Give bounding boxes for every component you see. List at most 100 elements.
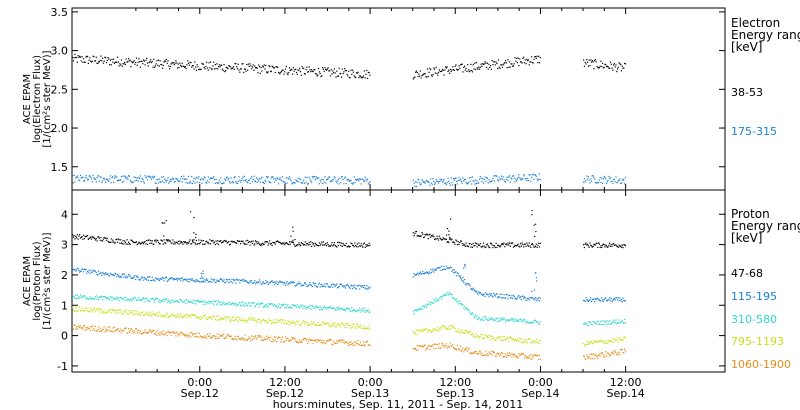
data-point [163, 315, 165, 318]
data-point [599, 340, 601, 343]
data-point [90, 236, 92, 238]
data-point [126, 61, 128, 63]
data-point [325, 322, 328, 324]
data-point [251, 302, 253, 304]
data-point [150, 177, 152, 179]
data-point [75, 237, 78, 239]
data-point [291, 320, 293, 322]
data-point [519, 337, 521, 339]
data-point [95, 238, 97, 240]
data-point [591, 299, 593, 301]
data-point [332, 286, 334, 288]
data-point [88, 59, 90, 61]
data-point [618, 62, 620, 64]
data-point [273, 336, 276, 338]
data-point [435, 66, 437, 68]
data-point [137, 243, 139, 245]
data-point [444, 238, 446, 240]
data-point [502, 243, 504, 246]
data-point [232, 282, 234, 284]
data-point [507, 298, 509, 300]
data-point [186, 334, 188, 336]
data-point [230, 335, 232, 337]
data-point [623, 336, 625, 338]
data-point [603, 66, 605, 69]
data-point [325, 69, 328, 71]
data-point [156, 278, 158, 280]
data-point [258, 178, 261, 180]
data-point [586, 58, 588, 61]
data-point [84, 268, 86, 270]
data-point [195, 280, 198, 283]
data-point [530, 56, 533, 58]
data-point [621, 348, 623, 350]
data-point [180, 315, 183, 317]
data-point [516, 320, 518, 322]
data-point [102, 311, 104, 313]
data-point [596, 65, 598, 68]
data-point [179, 180, 181, 182]
data-point [361, 245, 363, 247]
data-point [154, 175, 156, 177]
data-point [254, 180, 256, 182]
data-point [344, 326, 346, 329]
data-point [426, 328, 428, 330]
data-point [90, 178, 93, 180]
data-point [228, 301, 231, 304]
data-point [532, 322, 534, 324]
data-point [519, 58, 521, 60]
data-point [182, 65, 184, 67]
data-point [587, 357, 589, 359]
data-point [322, 285, 324, 287]
data-point [369, 344, 371, 346]
data-point [584, 323, 586, 325]
data-point [469, 180, 471, 182]
data-point [239, 319, 242, 321]
data-point [609, 340, 611, 342]
data-point [424, 73, 426, 75]
data-point [486, 319, 489, 321]
data-point [428, 303, 430, 305]
data-point [593, 67, 595, 70]
data-point [534, 319, 536, 321]
data-point [328, 307, 330, 309]
data-point [230, 68, 232, 70]
data-point [367, 344, 369, 346]
data-point [124, 276, 127, 279]
data-point [239, 338, 241, 340]
data-point [180, 277, 183, 279]
data-point [362, 285, 364, 287]
data-point [498, 176, 500, 178]
data-point [96, 307, 98, 310]
data-point-spike [202, 270, 204, 272]
data-point [592, 320, 594, 323]
data-point [159, 243, 161, 245]
data-point [311, 70, 313, 72]
data-point [75, 56, 78, 59]
data-point [453, 242, 455, 244]
data-point [297, 69, 299, 71]
data-point [191, 334, 194, 336]
data-point [78, 269, 80, 272]
data-point [532, 297, 534, 299]
data-point [274, 321, 276, 324]
data-point [88, 269, 90, 271]
data-point [228, 240, 230, 243]
data-point [441, 70, 443, 72]
data-point [169, 277, 171, 280]
data-point [251, 302, 254, 304]
data-point [144, 240, 146, 243]
data-point [83, 271, 85, 273]
data-point [351, 182, 353, 185]
data-point [457, 328, 459, 330]
data-point [526, 58, 528, 61]
data-point [415, 347, 417, 349]
data-point [284, 336, 287, 338]
data-point [185, 335, 187, 337]
data-point [507, 352, 509, 354]
data-point [583, 356, 586, 358]
data-point [87, 310, 89, 313]
data-point [230, 281, 232, 283]
data-point [224, 70, 227, 72]
data-point [535, 354, 537, 356]
